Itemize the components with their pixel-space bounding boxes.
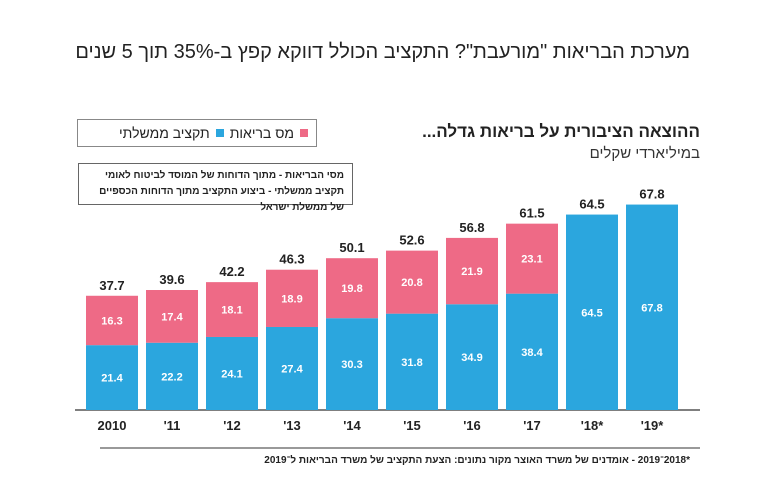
data-label: 23.1 [521,254,542,266]
footer-divider [100,447,700,449]
total-label: 42.2 [219,264,244,279]
total-label: 46.3 [279,252,304,267]
x-tick-label: '16 [463,418,481,433]
bar-gov-budget [506,293,558,410]
data-label: 16.3 [101,315,122,327]
bar-health-tax [266,269,318,327]
legend-swatch-gov-budget [215,129,224,137]
chart-title: ההוצאה הציבורית על בריאות גדלה... [422,122,700,141]
x-tick-label: '17 [523,418,541,433]
x-tick-label: '19* [641,418,665,433]
total-label: 64.5 [579,197,604,212]
note-line: תקציב ממשלתי - ביצוע התקציב מתוך הדוחות … [99,186,344,213]
bar-gov-budget [206,336,258,410]
total-label: 52.6 [399,233,424,248]
data-label: 64.5 [581,307,602,319]
total-label: 50.1 [339,240,364,255]
bar-health-tax [386,250,438,314]
data-label: 67.8 [641,302,662,314]
data-label: 20.8 [401,277,422,289]
bar-health-tax [146,290,198,343]
chart-subtitle: במיליארדי שקלים [589,145,700,162]
footnote: *2018־2019 - אומדנים של משרד האוצר מקור … [264,455,690,466]
data-label: 30.3 [341,359,362,371]
data-label: 22.2 [161,371,182,383]
notes-box: מסי הבריאות - מתוך הדוחות של המוסד לביטו… [78,163,353,213]
x-tick-label: '12 [223,418,241,433]
bar-gov-budget [566,214,618,410]
bar-gov-budget [326,318,378,410]
data-label: 27.4 [281,363,303,375]
bar-health-tax [86,295,138,346]
x-tick-label: '11 [164,418,181,433]
bar-gov-budget [626,204,678,410]
x-tick-label: '15 [403,418,421,433]
data-label: 18.1 [221,305,242,317]
data-label: 17.4 [161,311,183,323]
bar-health-tax [506,223,558,294]
bar-health-tax [206,282,258,337]
x-tick-label: '18* [581,418,605,433]
x-tick-label: '13 [283,418,301,433]
note-line: מסי הבריאות - מתוך הדוחות של המוסד לביטו… [104,170,344,181]
legend: מס בריאות תקציב ממשלתי [77,119,317,147]
total-label: 67.8 [639,187,664,202]
bar-gov-budget [86,345,138,410]
total-label: 39.6 [159,272,184,287]
total-label: 61.5 [519,206,544,221]
data-label: 21.9 [461,266,482,278]
bar-gov-budget [266,326,318,410]
x-tick-label: '14 [343,418,361,433]
data-label: 34.9 [461,352,482,364]
data-label: 31.8 [401,357,422,369]
bar-gov-budget [446,304,498,410]
bar-gov-budget [386,313,438,410]
bar-health-tax [446,237,498,305]
data-label: 38.4 [521,347,543,359]
legend-label-gov-budget: תקציב ממשלתי [119,125,210,141]
x-tick-label: 2010 [98,418,127,433]
legend-swatch-health-tax [300,129,308,137]
data-label: 24.1 [221,368,242,380]
bar-gov-budget [146,342,198,410]
legend-label-health-tax: מס בריאות [229,125,294,141]
data-label: 19.8 [341,283,362,295]
page-title: מערכת הבריאות "מורעבת"? התקציב הכולל דוו… [75,41,690,63]
total-label: 37.7 [99,278,124,293]
bar-health-tax [326,258,378,319]
data-label: 18.9 [281,293,302,305]
total-label: 56.8 [459,220,484,235]
data-label: 21.4 [101,373,123,385]
